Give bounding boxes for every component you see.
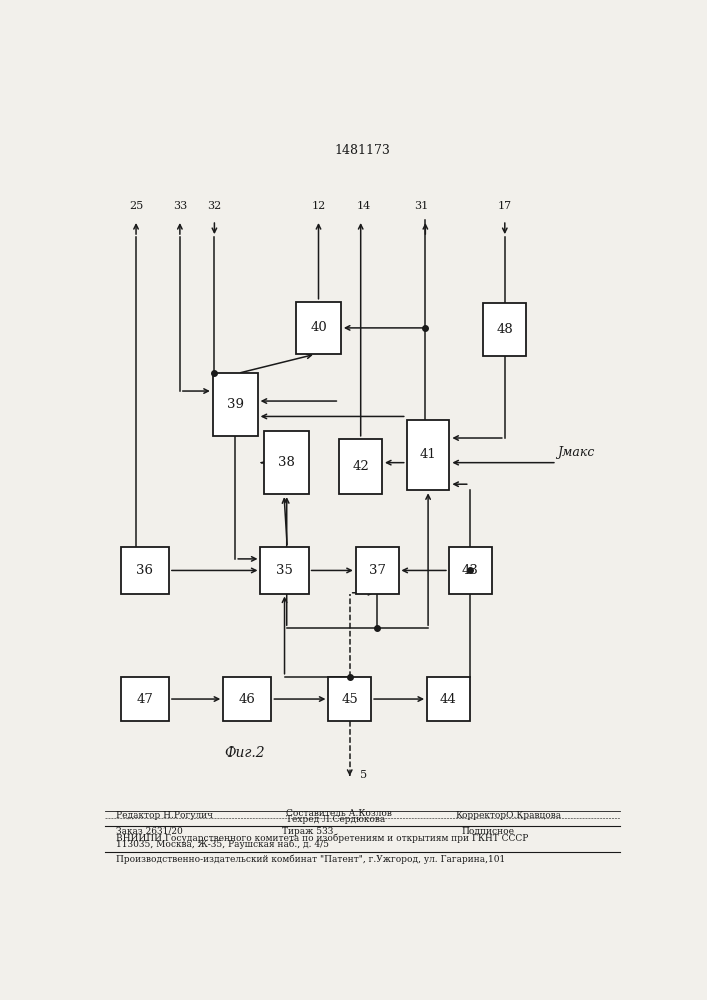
FancyBboxPatch shape: [296, 302, 341, 354]
Text: 39: 39: [227, 398, 244, 411]
Text: 41: 41: [420, 448, 436, 461]
Text: Фиг.2: Фиг.2: [224, 746, 265, 760]
FancyBboxPatch shape: [223, 677, 271, 721]
FancyBboxPatch shape: [264, 431, 309, 494]
FancyBboxPatch shape: [356, 547, 399, 594]
Text: Заказ 2631/20: Заказ 2631/20: [116, 827, 182, 836]
Text: 31: 31: [414, 201, 428, 211]
Text: Jмакс: Jмакс: [557, 446, 595, 459]
FancyBboxPatch shape: [427, 677, 469, 721]
Text: 35: 35: [276, 564, 293, 577]
Text: Тираж 533: Тираж 533: [282, 827, 333, 836]
Text: 17: 17: [498, 201, 512, 211]
Text: Производственно-издательский комбинат "Патент", г.Ужгород, ул. Гагарина,101: Производственно-издательский комбинат "П…: [116, 854, 505, 864]
FancyBboxPatch shape: [121, 547, 169, 594]
FancyBboxPatch shape: [328, 677, 371, 721]
Text: 5: 5: [360, 770, 367, 780]
FancyBboxPatch shape: [449, 547, 491, 594]
Text: 42: 42: [352, 460, 369, 473]
Text: 32: 32: [207, 201, 221, 211]
Text: Техред Л.Сердюкова: Техред Л.Сердюкова: [286, 815, 385, 824]
Text: 36: 36: [136, 564, 153, 577]
Text: 113035, Москва, Ж-35, Раушская наб., д. 4/5: 113035, Москва, Ж-35, Раушская наб., д. …: [116, 840, 329, 849]
Text: 47: 47: [136, 693, 153, 706]
FancyBboxPatch shape: [484, 303, 526, 356]
Text: 44: 44: [440, 693, 457, 706]
FancyBboxPatch shape: [213, 373, 257, 436]
Text: 40: 40: [310, 321, 327, 334]
Text: 37: 37: [368, 564, 385, 577]
FancyBboxPatch shape: [121, 677, 169, 721]
FancyBboxPatch shape: [339, 439, 382, 494]
Text: 14: 14: [356, 201, 370, 211]
Text: Составитель А.Козлов: Составитель А.Козлов: [286, 809, 392, 818]
Text: ВНИИПИ Государственного комитета по изобретениям и открытиям при ГКНТ СССР: ВНИИПИ Государственного комитета по изоб…: [116, 834, 528, 843]
Text: Редактор Н.Рогулич: Редактор Н.Рогулич: [116, 811, 213, 820]
Text: 33: 33: [173, 201, 187, 211]
FancyBboxPatch shape: [407, 420, 450, 490]
Text: 48: 48: [496, 323, 513, 336]
Text: 25: 25: [129, 201, 144, 211]
Text: 12: 12: [311, 201, 326, 211]
Text: 45: 45: [341, 693, 358, 706]
Text: Подписное: Подписное: [461, 827, 514, 836]
Text: 1481173: 1481173: [334, 144, 390, 157]
Text: КорректорО.Кравцова: КорректорО.Кравцова: [455, 811, 561, 820]
FancyBboxPatch shape: [260, 547, 309, 594]
Text: 38: 38: [279, 456, 295, 469]
Text: 43: 43: [462, 564, 479, 577]
Text: 46: 46: [239, 693, 256, 706]
